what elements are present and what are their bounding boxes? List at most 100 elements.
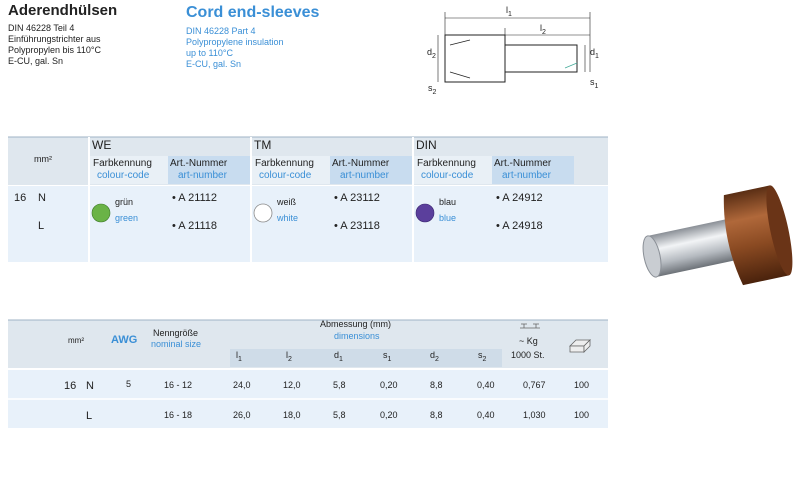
title-de: Aderendhülsen	[8, 2, 118, 19]
dimension-column-main: d	[334, 350, 340, 360]
dimension-column: l2	[286, 350, 292, 363]
dimension-column: s1	[383, 350, 392, 363]
dimension-column-sub: 1	[339, 355, 343, 363]
product-photo	[642, 185, 793, 286]
nominal-size: 16 - 18	[164, 410, 193, 420]
group-name: WE	[92, 138, 112, 152]
article-number: • A 24912	[496, 192, 543, 204]
color-name-de: weiß	[277, 197, 297, 207]
column-header-en: art-number	[340, 170, 389, 181]
cell-value: 8,8	[430, 410, 443, 420]
nominal-header-en: nominal size	[151, 339, 202, 349]
unit: mm²	[34, 154, 52, 164]
dimension-label-main: l	[506, 5, 508, 15]
cell-value: 26,0	[233, 410, 251, 420]
group-name: DIN	[416, 138, 437, 152]
dimension-column-sub: 1	[387, 355, 392, 363]
dimension-column-main: s	[478, 350, 483, 360]
column-header-de: Farbkennung	[417, 158, 476, 169]
dimension-label-main: d	[590, 47, 596, 57]
dimension-label-sub: 2	[432, 88, 437, 96]
technical-drawing	[437, 12, 591, 83]
dimensions-header-en: dimensions	[334, 331, 380, 341]
variant: N	[86, 380, 94, 392]
box-icon	[569, 339, 591, 353]
color-name-en: white	[277, 213, 299, 223]
dimension-column-sub: 2	[482, 355, 487, 363]
cell-value: 0,20	[380, 410, 398, 420]
cell-value: 5,8	[333, 410, 346, 420]
cell-value: 12,0	[283, 380, 301, 390]
cell-value: 0,40	[477, 410, 495, 420]
dimension-label-sub: 1	[594, 82, 599, 90]
color-name-de: blau	[439, 197, 457, 207]
dimension-label: d1	[590, 47, 599, 60]
weight-header: ~ Kg	[519, 336, 538, 346]
nominal-size: 16 - 12	[164, 380, 193, 390]
cell-value: 8,8	[430, 380, 443, 390]
spec-line-en: E-CU, gal. Sn	[186, 59, 242, 69]
color-name-en: green	[115, 213, 139, 223]
column-header-en: colour-code	[259, 170, 312, 181]
dimension-column: s2	[478, 350, 487, 363]
variant: L	[86, 410, 93, 422]
column-header-en: colour-code	[421, 170, 474, 181]
dimension-column-main: d	[430, 350, 436, 360]
article-number: • A 21112	[172, 192, 218, 204]
cell-value: 1,030	[523, 410, 546, 420]
article-number: • A 23112	[334, 192, 380, 204]
dimension-column-sub: 1	[238, 355, 242, 363]
dimension-label-sub: 2	[432, 52, 436, 60]
table1-body-bg	[8, 186, 608, 262]
cell-value: 5,8	[333, 380, 346, 390]
dimension-label: l1	[506, 5, 512, 18]
spec-line-en: Polypropylene insulation	[186, 37, 284, 47]
column-header-en: colour-code	[97, 170, 150, 181]
column-header-de: Farbkennung	[255, 158, 314, 169]
awg-header: AWG	[111, 334, 138, 346]
awg: 5	[126, 379, 132, 389]
dimension-column-sub: 2	[288, 355, 292, 363]
cell-value: 100	[574, 410, 590, 420]
spec-line-de: DIN 46228 Teil 4	[8, 23, 75, 33]
dimensions-header-de: Abmessung (mm)	[320, 319, 392, 329]
spec-line-de: Einführungstrichter aus	[8, 34, 101, 44]
variant: N	[38, 192, 46, 204]
dimension-column-main: l	[236, 350, 238, 360]
column-header-de: Art.-Nummer	[332, 158, 390, 169]
dimension-label-sub: 1	[508, 10, 512, 18]
spec-line-en: DIN 46228 Part 4	[186, 26, 256, 36]
column-header-de: Farbkennung	[93, 158, 152, 169]
dimension-column-main: l	[286, 350, 288, 360]
spec-line-de: E-CU, gal. Sn	[8, 56, 64, 66]
dimension-label-main: d	[427, 47, 433, 57]
article-number: • A 23118	[334, 220, 380, 232]
nominal-header-de: Nenngröße	[153, 328, 199, 338]
color-name-en: blue	[439, 213, 457, 223]
dimension-label-main: s	[428, 83, 433, 93]
dimension-column-main: s	[383, 350, 388, 360]
color-name-de: grün	[115, 197, 134, 207]
dimension-label-main: l	[540, 23, 542, 33]
cell-value: 0,767	[523, 380, 546, 390]
scale-icon	[520, 323, 540, 329]
cell-value: 0,40	[477, 380, 495, 390]
column-header-de: Art.-Nummer	[494, 158, 552, 169]
spec-line-de: Polypropylen bis 110°C	[8, 45, 101, 55]
article-number: • A 21118	[172, 220, 218, 232]
column-header-en: art-number	[502, 170, 551, 181]
dimension-column-sub: 2	[435, 355, 439, 363]
dimension-label: s1	[590, 77, 599, 90]
dimension-label-sub: 2	[542, 28, 546, 36]
cell-value: 0,20	[380, 380, 398, 390]
dimension-label-main: s	[590, 77, 595, 87]
group-name: TM	[254, 138, 272, 152]
dimension-label: d2	[427, 47, 436, 60]
dimension-column: l1	[236, 350, 242, 363]
dimension-label: l2	[540, 23, 546, 36]
unit: mm²	[68, 336, 84, 345]
weight-unit: 1000 St.	[511, 350, 545, 360]
title-en: Cord end-sleeves	[186, 4, 320, 21]
column-header-en: art-number	[178, 170, 227, 181]
